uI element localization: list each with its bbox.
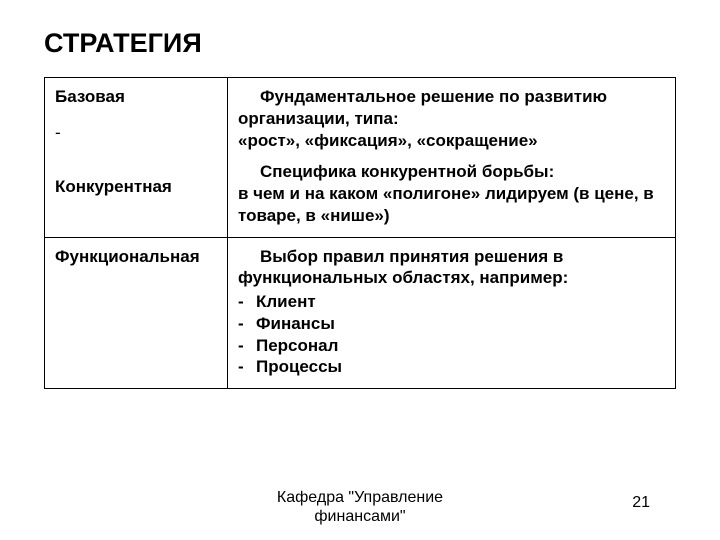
row1-text1: Фундаментальное решение по развитию орга… bbox=[238, 86, 665, 130]
label-competitive: Конкурентная bbox=[55, 176, 217, 198]
row2-left-cell: Функциональная bbox=[45, 237, 228, 389]
dash-mark: - bbox=[55, 122, 217, 144]
list-item: Финансы bbox=[238, 313, 665, 335]
footer-line2: финансами" bbox=[277, 507, 443, 526]
page-title: СТРАТЕГИЯ bbox=[44, 28, 676, 59]
row2-right-cell: Выбор правил принятия решения в функцион… bbox=[227, 237, 675, 389]
row1-left-cell: Базовая - Конкурентная bbox=[45, 78, 228, 238]
list-item: Процессы bbox=[238, 356, 665, 378]
row1-text3: Специфика конкурентной борьбы: bbox=[238, 161, 665, 183]
page-number: 21 bbox=[632, 494, 650, 512]
row1-right-cell: Фундаментальное решение по развитию орга… bbox=[227, 78, 675, 238]
row1-text4: в чем и на каком «полигоне» лидируем (в … bbox=[238, 184, 654, 225]
row1-text2: «рост», «фиксация», «сокращение» bbox=[238, 131, 538, 150]
label-functional: Функциональная bbox=[55, 246, 217, 268]
row2-text1: Выбор правил принятия решения в функцион… bbox=[238, 246, 665, 290]
list-item: Персонал bbox=[238, 335, 665, 357]
strategy-table: Базовая - Конкурентная Фундаментальное р… bbox=[44, 77, 676, 389]
list-item: Клиент bbox=[238, 291, 665, 313]
table-row: Функциональная Выбор правил принятия реш… bbox=[45, 237, 676, 389]
table-row: Базовая - Конкурентная Фундаментальное р… bbox=[45, 78, 676, 238]
bullet-list: Клиент Финансы Персонал Процессы bbox=[238, 291, 665, 378]
footer-line1: Кафедра "Управление bbox=[277, 488, 443, 507]
label-basic: Базовая bbox=[55, 86, 217, 108]
footer: Кафедра "Управление финансами" bbox=[0, 488, 720, 526]
